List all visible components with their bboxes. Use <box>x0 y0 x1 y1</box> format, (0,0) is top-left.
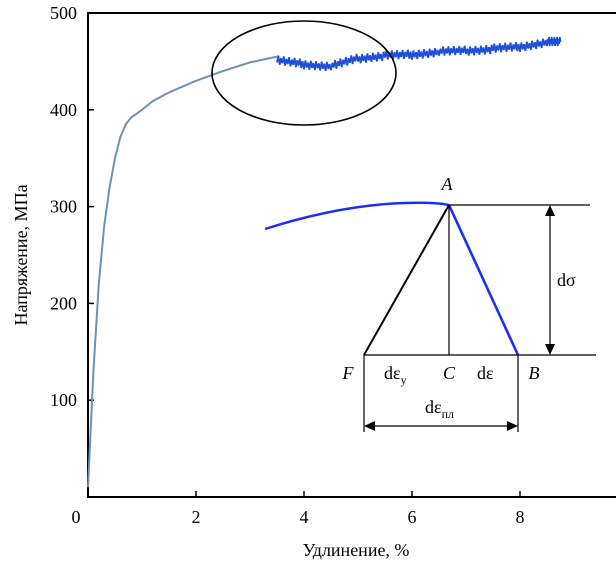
arrowhead-down <box>545 344 555 355</box>
point-b-label: B <box>529 363 540 383</box>
deps-pl-label: dεпл <box>425 397 454 421</box>
inset-line-f-a <box>363 204 450 356</box>
arrowhead-right <box>507 421 518 431</box>
x-axis-label: Удлинение, % <box>303 540 410 560</box>
point-c-label: C <box>443 363 456 383</box>
x-tick-label: 8 <box>516 507 525 527</box>
deps-label: dε <box>477 363 494 383</box>
y-tick-label: 200 <box>50 293 77 313</box>
y-tick-label: 100 <box>50 390 77 410</box>
inset-line-a-b <box>447 204 520 356</box>
deps-pl-subscript: пл <box>442 407 454 421</box>
series-0 <box>87 55 278 488</box>
y-tick-label: 300 <box>50 197 77 217</box>
series-1 <box>276 36 562 72</box>
plot-area <box>87 12 616 498</box>
x-tick-label: 4 <box>300 507 309 527</box>
point-a-label: A <box>441 174 454 194</box>
y-axis-label: Напряжение, МПа <box>11 184 31 325</box>
point-f-label: F <box>342 363 355 383</box>
arrowhead-up <box>545 205 555 216</box>
arrowhead-left <box>364 421 375 431</box>
deps-y-label: dεу <box>384 363 407 387</box>
unloading-inset: A F C B dσ dεу dε dεпл <box>264 174 596 432</box>
y-tick-label: 500 <box>50 3 77 23</box>
deps-y-subscript: у <box>401 373 407 387</box>
x-tick-label: 0 <box>72 507 81 527</box>
x-tick-label: 6 <box>408 507 417 527</box>
series-line <box>276 36 562 72</box>
inset-curve <box>264 201 450 231</box>
series-line <box>87 55 278 488</box>
x-tick-label: 2 <box>192 507 201 527</box>
y-tick-label: 400 <box>50 100 77 120</box>
highlight-ellipse <box>211 20 397 126</box>
dsigma-label: dσ <box>557 270 576 290</box>
